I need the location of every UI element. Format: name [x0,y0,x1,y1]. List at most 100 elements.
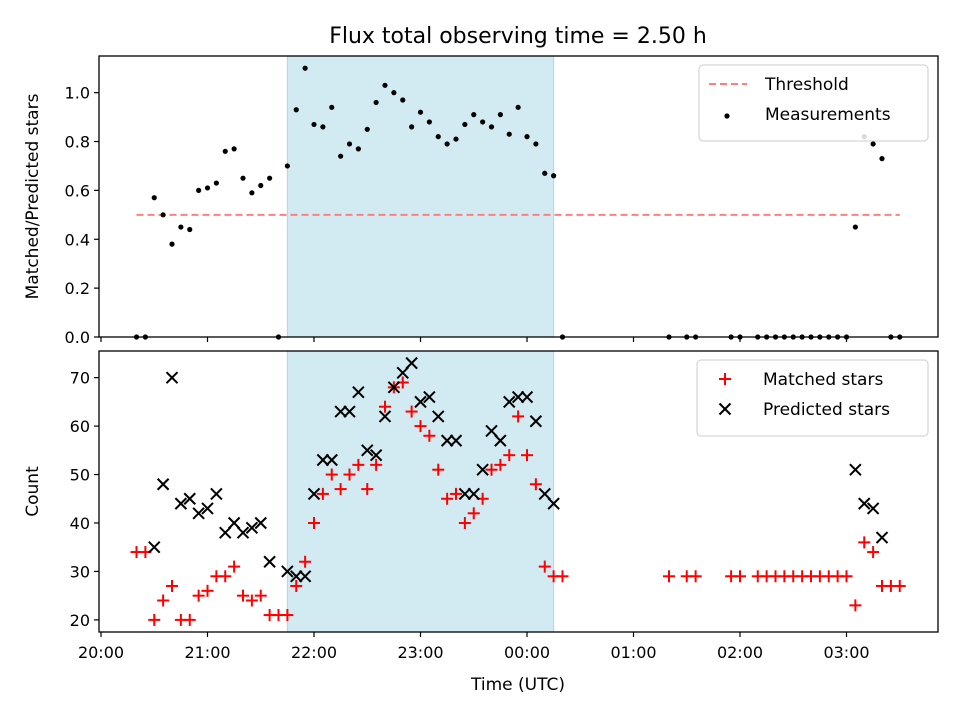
y-axis-label: Matched/Predicted stars [23,93,43,299]
measurement-point [435,134,441,140]
predicted-star-point [263,555,276,568]
legend-label: Measurements [765,105,891,125]
matched-star-point [840,570,853,583]
predicted-star-point [148,541,161,554]
y-tick-label: 0.0 [65,328,90,347]
axes-frame [98,55,939,338]
predicted-star-point [316,453,330,467]
marker-stroke [432,410,445,423]
bottom-panel: 20 30 40 50 60 70 20:00 21:00 22:00 23:00 00:00 01:… [23,350,939,662]
predicted-star-point [236,526,250,539]
measurement-point [879,156,885,162]
y-tick-label: 1.0 [65,84,90,103]
measurement-point [852,224,858,230]
marker-stroke [254,516,267,530]
matched-star-point [503,449,516,462]
marker-stroke [378,410,392,423]
marker-stroke [387,381,401,394]
predicted-star-point [503,395,516,409]
marker-stroke [245,521,259,535]
predicted-star-point [361,444,374,457]
y-tick-label: 40 [70,514,90,533]
matched-star-point [423,429,436,442]
marker-stroke [148,541,161,554]
measurement-point [160,212,166,218]
matched-star-point [414,420,427,433]
predicted-star-point [396,366,409,380]
x-tick-label: 00:00 [504,643,550,662]
measurement-point [400,97,406,103]
marker-stroke [866,502,880,515]
marker-stroke [547,497,560,510]
marker-stroke [538,487,551,501]
measurement-point [488,124,495,130]
marker-stroke [849,463,862,476]
chart-title: Flux total observing time = 2.50 h [329,24,707,49]
measurement-point [515,104,521,110]
predicted-star-point [290,570,303,583]
measurement-point [187,226,193,233]
matched-star-point [299,555,312,568]
legend: Matched stars Predicted stars [696,359,929,437]
matched-star-point [183,613,196,626]
marker-stroke [520,390,534,404]
predicted-star-point [334,405,347,418]
x-tick-label: 20:00 [78,643,124,662]
y-axis-label: Count [23,466,43,517]
legend-box [698,64,929,142]
matched-star-point [893,579,906,592]
y-tick-label: 60 [70,417,90,436]
observing-span [286,350,555,633]
predicted-star-point [511,390,525,404]
measurement-point [382,82,388,88]
axes-frame [98,350,939,633]
marker-stroke [334,405,347,418]
predicted-star-point [369,448,383,462]
predicted-star-point [192,507,205,520]
predicted-star-point [529,415,543,428]
matched-star-point [689,570,702,583]
measurement-point [355,146,361,152]
marker-stroke [875,531,889,544]
predicted-star-point [467,487,480,501]
marker-stroke [174,497,188,510]
measurement-point [293,107,299,113]
measurement-point [284,163,290,169]
marker-stroke [165,371,179,384]
y-tick-label: 30 [70,562,90,581]
predicted-star-point [520,390,534,404]
matched-star-point [245,594,258,607]
matched-star-point [734,570,746,583]
measurement-point [249,190,255,196]
matched-star-point [343,468,356,481]
matched-star-point [432,463,445,476]
marker-stroke [352,385,365,399]
predicted-star-point [458,487,472,501]
measurement-point [524,134,530,140]
marker-stroke [156,478,170,491]
measurement-point [417,109,424,115]
matched-star-point [405,405,418,418]
marker-stroke [361,444,374,457]
predicted-star-point [858,497,871,510]
predicted-star-point [156,478,170,491]
measurement-point [169,241,175,247]
matched-star-point [867,546,880,559]
predicted-star-point [307,487,321,501]
predicted-star-point [387,381,401,394]
matched-star-point [201,584,214,597]
measurement-point [364,126,370,132]
measurement-point [480,119,486,125]
matched-star-point [663,570,675,583]
measurement-point [426,119,432,125]
predicted-star-point [538,487,551,501]
measurement-point [178,224,184,230]
predicted-star-point [849,463,862,476]
matched-star-point [334,483,347,496]
matched-star-point [370,458,383,471]
marker-stroke [307,487,321,501]
predicted-star-point [449,434,463,447]
matched-star-point [467,507,480,520]
marker-stroke [529,415,543,428]
predicted-star-point [432,410,445,423]
